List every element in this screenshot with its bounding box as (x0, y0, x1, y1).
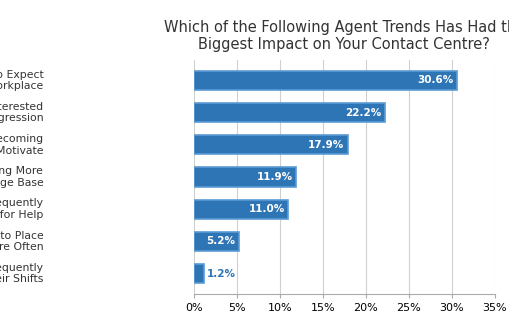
Text: 11.0%: 11.0% (248, 204, 285, 214)
Bar (193, 232, 238, 251)
Bar (193, 199, 288, 219)
Bar (193, 103, 384, 122)
Text: Agents are More Frequently
Late for Their Shifts: Agents are More Frequently Late for Thei… (0, 263, 43, 285)
Text: 30.6%: 30.6% (416, 75, 453, 86)
Title: Which of the Following Agent Trends Has Had the
Biggest Impact on Your Contact C: Which of the Following Agent Trends Has … (163, 20, 509, 52)
Bar (193, 71, 456, 90)
Text: 17.9%: 17.9% (307, 140, 344, 150)
Text: 1.2%: 1.2% (206, 269, 235, 279)
Text: Agents are Having to Place
Customers on Hold More Often: Agents are Having to Place Customers on … (0, 231, 43, 252)
Text: 11.9%: 11.9% (256, 172, 292, 182)
Text: Agents are Beginning to Expect
More from the Workplace: Agents are Beginning to Expect More from… (0, 69, 43, 91)
Bar (193, 167, 296, 187)
Text: 5.2%: 5.2% (206, 236, 235, 246)
Text: Agents are More Frequently
Asking Peers and Supervisors for Help: Agents are More Frequently Asking Peers … (0, 198, 43, 220)
Text: 22.2%: 22.2% (344, 108, 380, 118)
Bar (193, 135, 347, 155)
Text: Agents are Becoming More
Dependent on the Knowledge Base: Agents are Becoming More Dependent on th… (0, 166, 43, 188)
Bar (193, 264, 204, 283)
Text: Agents are More Interested
in Career Progression: Agents are More Interested in Career Pro… (0, 102, 43, 123)
Text: Agents are Becoming
More Difficult to Motivate: Agents are Becoming More Difficult to Mo… (0, 134, 43, 156)
